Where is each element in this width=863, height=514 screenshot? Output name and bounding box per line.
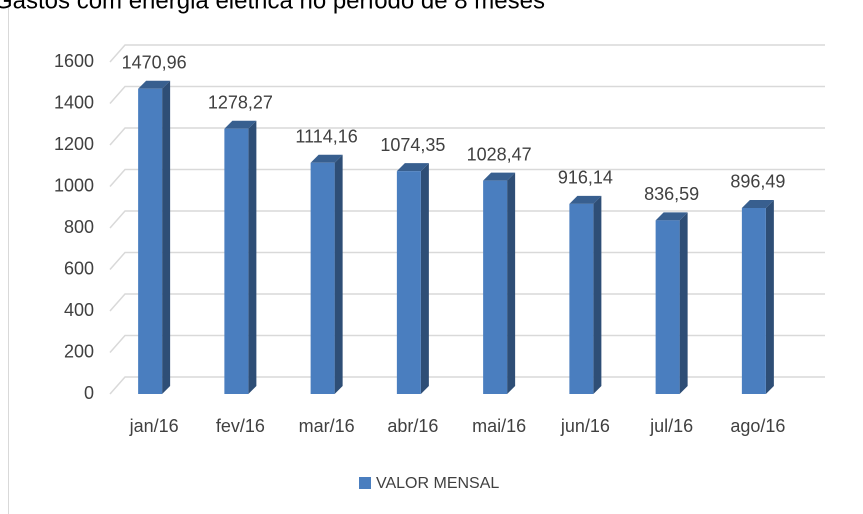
data-label: 1470,96 bbox=[122, 53, 187, 73]
legend-swatch bbox=[359, 477, 371, 489]
bar bbox=[741, 199, 774, 394]
x-tick-label: jan/16 bbox=[129, 416, 179, 436]
bar bbox=[569, 195, 602, 394]
x-tick-label: abr/16 bbox=[387, 416, 438, 436]
data-label: 1074,35 bbox=[380, 135, 445, 155]
y-tick-label: 1200 bbox=[54, 134, 94, 154]
x-tick-label: ago/16 bbox=[730, 416, 785, 436]
grid-line bbox=[109, 44, 825, 63]
bar-face bbox=[420, 163, 429, 394]
y-tick-label: 600 bbox=[64, 258, 94, 278]
bar bbox=[138, 80, 171, 394]
bar-face bbox=[396, 163, 429, 172]
bar-face bbox=[655, 220, 680, 394]
y-tick-label: 400 bbox=[64, 300, 94, 320]
y-tick-label: 200 bbox=[64, 341, 94, 361]
bar-face bbox=[248, 120, 257, 394]
bar-face bbox=[396, 171, 421, 394]
y-tick-label: 1600 bbox=[54, 51, 94, 71]
x-tick-label: jul/16 bbox=[649, 416, 693, 436]
data-label: 836,59 bbox=[644, 184, 699, 204]
chart-frame bbox=[8, 0, 863, 514]
bar-face bbox=[569, 195, 602, 204]
bar-face bbox=[679, 212, 688, 394]
x-tick-label: mai/16 bbox=[472, 416, 526, 436]
bar-face bbox=[569, 203, 594, 394]
bar-face bbox=[334, 154, 343, 394]
bar-face bbox=[507, 172, 516, 394]
x-tick-label: jun/16 bbox=[560, 416, 610, 436]
data-label: 916,14 bbox=[558, 168, 613, 188]
bar-face bbox=[483, 180, 508, 394]
bar-face bbox=[483, 172, 516, 181]
bar-face bbox=[310, 162, 335, 394]
x-tick-label: mar/16 bbox=[299, 416, 355, 436]
bar bbox=[396, 163, 429, 394]
bar-face bbox=[655, 212, 688, 221]
data-label: 1278,27 bbox=[208, 93, 273, 113]
bar-face bbox=[310, 154, 343, 163]
grid-line bbox=[109, 168, 825, 187]
data-label: 1028,47 bbox=[467, 144, 532, 164]
bar bbox=[655, 212, 688, 394]
bar bbox=[310, 154, 343, 394]
bar-face bbox=[765, 199, 774, 394]
bar-face bbox=[593, 195, 602, 394]
bar-face bbox=[138, 80, 171, 89]
bar bbox=[483, 172, 516, 394]
y-tick-label: 1000 bbox=[54, 175, 94, 195]
data-label: 1114,16 bbox=[295, 127, 357, 147]
legend-label: VALOR MENSAL bbox=[376, 475, 499, 492]
bar-face bbox=[162, 80, 171, 394]
bar-face bbox=[224, 128, 249, 394]
bar bbox=[224, 120, 257, 394]
bar-face bbox=[741, 199, 774, 208]
y-tick-label: 800 bbox=[64, 217, 94, 237]
chart-title: Gastos com energia elétrica no período d… bbox=[0, 0, 545, 14]
bar-face bbox=[741, 207, 766, 394]
y-tick-label: 0 bbox=[84, 383, 94, 403]
data-label: 896,49 bbox=[730, 172, 785, 192]
y-tick-label: 1400 bbox=[54, 92, 94, 112]
grid-line bbox=[109, 85, 825, 104]
bar-face bbox=[138, 88, 163, 394]
bar-face bbox=[224, 120, 257, 129]
x-tick-label: fev/16 bbox=[216, 416, 265, 436]
grid-line bbox=[109, 127, 825, 146]
